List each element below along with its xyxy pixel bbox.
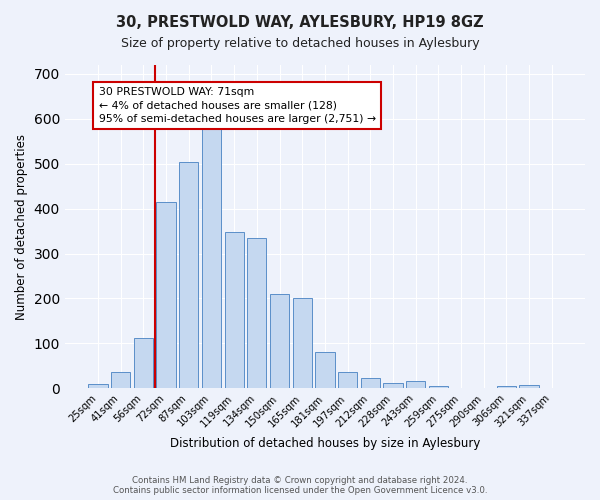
Bar [247, 238, 266, 388]
Bar [338, 372, 357, 388]
Bar [179, 162, 199, 388]
Bar [111, 372, 130, 388]
Bar [520, 384, 539, 388]
Text: Contains HM Land Registry data © Crown copyright and database right 2024.
Contai: Contains HM Land Registry data © Crown c… [113, 476, 487, 495]
Bar [406, 382, 425, 388]
Bar [134, 338, 153, 388]
Text: 30, PRESTWOLD WAY, AYLESBURY, HP19 8GZ: 30, PRESTWOLD WAY, AYLESBURY, HP19 8GZ [116, 15, 484, 30]
Bar [202, 128, 221, 388]
Bar [497, 386, 516, 388]
Bar [361, 378, 380, 388]
Text: 30 PRESTWOLD WAY: 71sqm
← 4% of detached houses are smaller (128)
95% of semi-de: 30 PRESTWOLD WAY: 71sqm ← 4% of detached… [98, 88, 376, 124]
Bar [157, 202, 176, 388]
Bar [315, 352, 335, 388]
Bar [88, 384, 108, 388]
Bar [383, 383, 403, 388]
Bar [293, 298, 312, 388]
Bar [428, 386, 448, 388]
X-axis label: Distribution of detached houses by size in Aylesbury: Distribution of detached houses by size … [170, 437, 480, 450]
Bar [270, 294, 289, 388]
Y-axis label: Number of detached properties: Number of detached properties [15, 134, 28, 320]
Bar [224, 232, 244, 388]
Text: Size of property relative to detached houses in Aylesbury: Size of property relative to detached ho… [121, 38, 479, 51]
